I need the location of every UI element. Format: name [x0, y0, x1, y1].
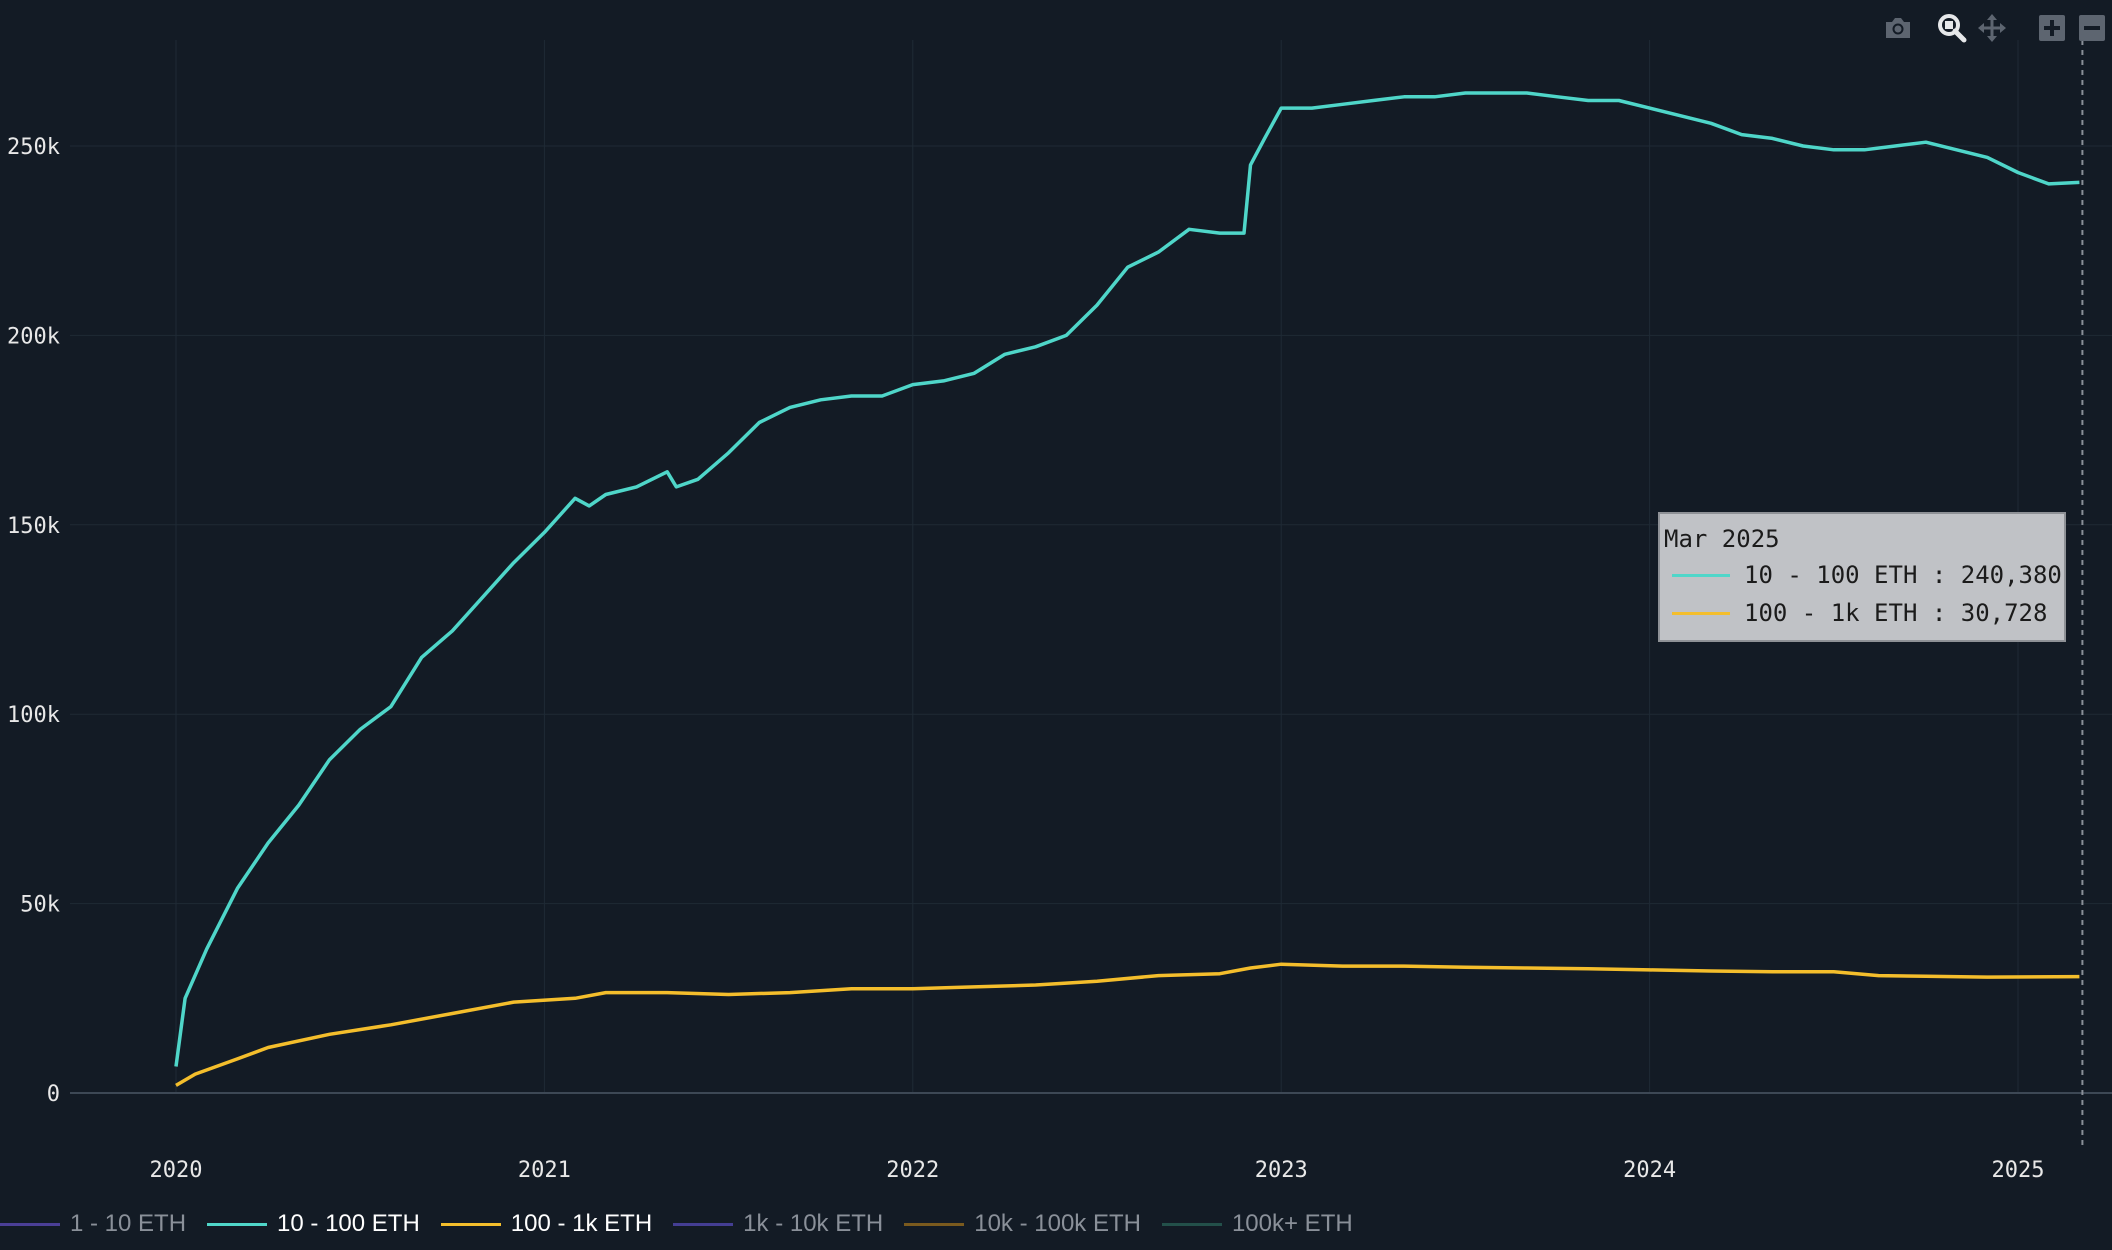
- series-line-10-100-eth: [174, 91, 2080, 1067]
- tooltip-swatch: [1672, 611, 1730, 615]
- y-tick-label: 150k: [7, 514, 60, 539]
- tooltip-title: Mar 2025: [1664, 525, 1780, 553]
- legend-label: 100k+ ETH: [1231, 1210, 1353, 1237]
- x-axis: 2020 2021 2022 2023 2024 2025: [150, 1158, 2045, 1183]
- legend-label: 10 - 100 ETH: [277, 1210, 420, 1237]
- legend-swatch: [673, 1222, 734, 1226]
- y-tick-label: 50k: [20, 893, 60, 918]
- y-tick-label: 0: [47, 1082, 60, 1107]
- tooltip-row: 100 - 1k ETH : 30,728: [1664, 594, 2064, 632]
- x-tick-label: 2024: [1623, 1158, 1676, 1183]
- camera-icon[interactable]: [1878, 10, 1918, 46]
- legend-swatch: [440, 1222, 501, 1226]
- y-tick-label: 100k: [7, 703, 60, 728]
- tooltip-swatch: [1672, 573, 1730, 577]
- x-tick-label: 2025: [1992, 1158, 2045, 1183]
- legend-item-10k-100k-eth[interactable]: 10k - 100k ETH: [904, 1210, 1141, 1238]
- legend-swatch: [207, 1222, 268, 1226]
- legend-swatch: [0, 1222, 60, 1226]
- zoom-out-icon[interactable]: [2072, 10, 2112, 46]
- pan-icon[interactable]: [1972, 10, 2012, 46]
- x-tick-label: 2023: [1255, 1158, 1308, 1183]
- y-tick-label: 250k: [7, 135, 60, 160]
- series-lines: [174, 91, 2080, 1087]
- legend-swatch: [904, 1222, 965, 1226]
- legend-item-1k-10k-eth[interactable]: 1k - 10k ETH: [673, 1210, 883, 1238]
- x-tick-label: 2022: [886, 1158, 939, 1183]
- series-line-100-1k-eth: [175, 962, 2080, 1087]
- legend-label: 100 - 1k ETH: [510, 1210, 653, 1237]
- legend: 1 - 10 ETH 10 - 100 ETH 100 - 1k ETH 1k …: [0, 1207, 1374, 1241]
- legend-swatch: [1161, 1222, 1222, 1226]
- modebar: [1878, 10, 2112, 46]
- legend-label: 10k - 100k ETH: [974, 1210, 1141, 1237]
- y-axis: 0 50k 100k 150k 200k 250k: [7, 135, 60, 1107]
- tooltip-value: 100 - 1k ETH : 30,728: [1744, 599, 2048, 627]
- grid-lines: [70, 40, 2112, 1093]
- hover-tooltip: Mar 2025 10 - 100 ETH : 240,380 100 - 1k…: [1658, 512, 2066, 642]
- tooltip-row: 10 - 100 ETH : 240,380: [1664, 556, 2064, 594]
- legend-item-100-1k-eth[interactable]: 100 - 1k ETH: [440, 1210, 653, 1238]
- x-tick-label: 2021: [518, 1158, 571, 1183]
- zoom-icon[interactable]: [1932, 10, 1972, 46]
- legend-item-10-100-eth[interactable]: 10 - 100 ETH: [207, 1210, 420, 1238]
- legend-item-100k-eth[interactable]: 100k+ ETH: [1161, 1210, 1353, 1238]
- legend-label: 1k - 10k ETH: [743, 1210, 884, 1237]
- legend-label: 1 - 10 ETH: [70, 1210, 187, 1237]
- y-tick-label: 200k: [7, 324, 60, 349]
- legend-item-1-10-eth[interactable]: 1 - 10 ETH: [0, 1210, 186, 1238]
- zoom-in-icon[interactable]: [2032, 10, 2072, 46]
- tooltip-value: 10 - 100 ETH : 240,380: [1744, 561, 2062, 589]
- x-tick-label: 2020: [150, 1158, 203, 1183]
